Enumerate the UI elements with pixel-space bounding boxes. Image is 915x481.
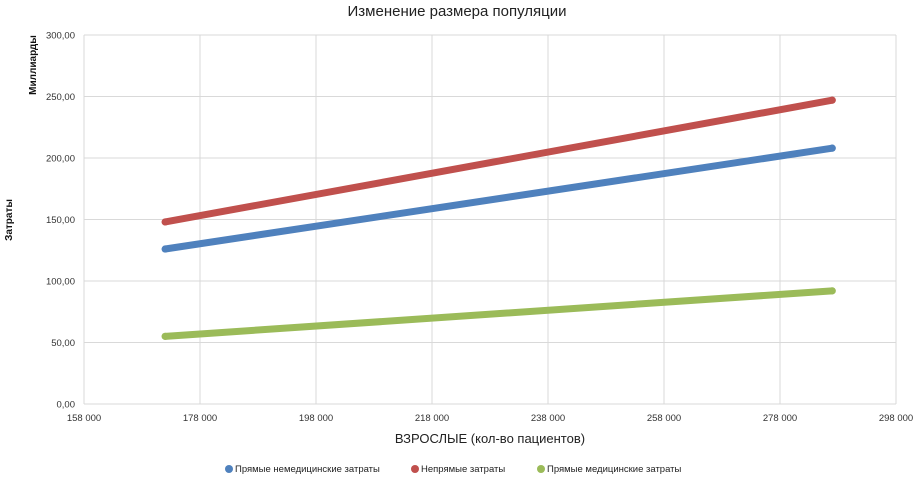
chart-title: Изменение размера популяции (348, 3, 567, 20)
x-tick-label: 198 000 (299, 413, 333, 424)
legend: Прямые немедицинские затраты Непрямые зат… (225, 464, 682, 475)
data-point (161, 332, 169, 340)
y-tick-label: 300,00 (46, 31, 75, 42)
series-line-2 (161, 96, 836, 226)
y-axis-title: Затраты (4, 199, 15, 241)
legend-marker (411, 465, 419, 473)
data-point (161, 245, 169, 253)
x-axis-title: ВЗРОСЛЫЕ (кол-во пациентов) (395, 431, 585, 446)
data-point (161, 218, 169, 226)
series-line-1 (161, 144, 836, 253)
legend-marker (537, 465, 545, 473)
data-point (828, 144, 836, 152)
series-lines (161, 96, 836, 340)
legend-label: Прямые немедицинские затраты (235, 464, 380, 475)
data-point (828, 287, 836, 295)
y-tick-label: 150,00 (46, 215, 75, 226)
legend-label: Непрямые затраты (421, 464, 505, 475)
x-tick-label: 238 000 (531, 413, 565, 424)
tick-labels: 158 000 178 000 198 000 218 000 238 000 258 0… (46, 31, 913, 425)
y-tick-label: 100,00 (46, 277, 75, 288)
y-tick-label: 250,00 (46, 92, 75, 103)
y-tick-label: 50,00 (51, 338, 75, 349)
series-line-3 (161, 287, 836, 340)
legend-label: Прямые медицинские затраты (547, 464, 682, 475)
legend-marker (225, 465, 233, 473)
x-tick-label: 178 000 (183, 413, 217, 424)
x-tick-label: 158 000 (67, 413, 101, 424)
gridlines (83, 34, 897, 405)
y-tick-label: 200,00 (46, 154, 75, 165)
y-unit-label: Миллиарды (28, 35, 39, 95)
data-point (828, 96, 836, 104)
y-tick-label: 0,00 (57, 400, 76, 411)
x-tick-label: 258 000 (647, 413, 681, 424)
x-tick-label: 298 000 (879, 413, 913, 424)
x-tick-label: 218 000 (415, 413, 449, 424)
x-tick-label: 278 000 (763, 413, 797, 424)
